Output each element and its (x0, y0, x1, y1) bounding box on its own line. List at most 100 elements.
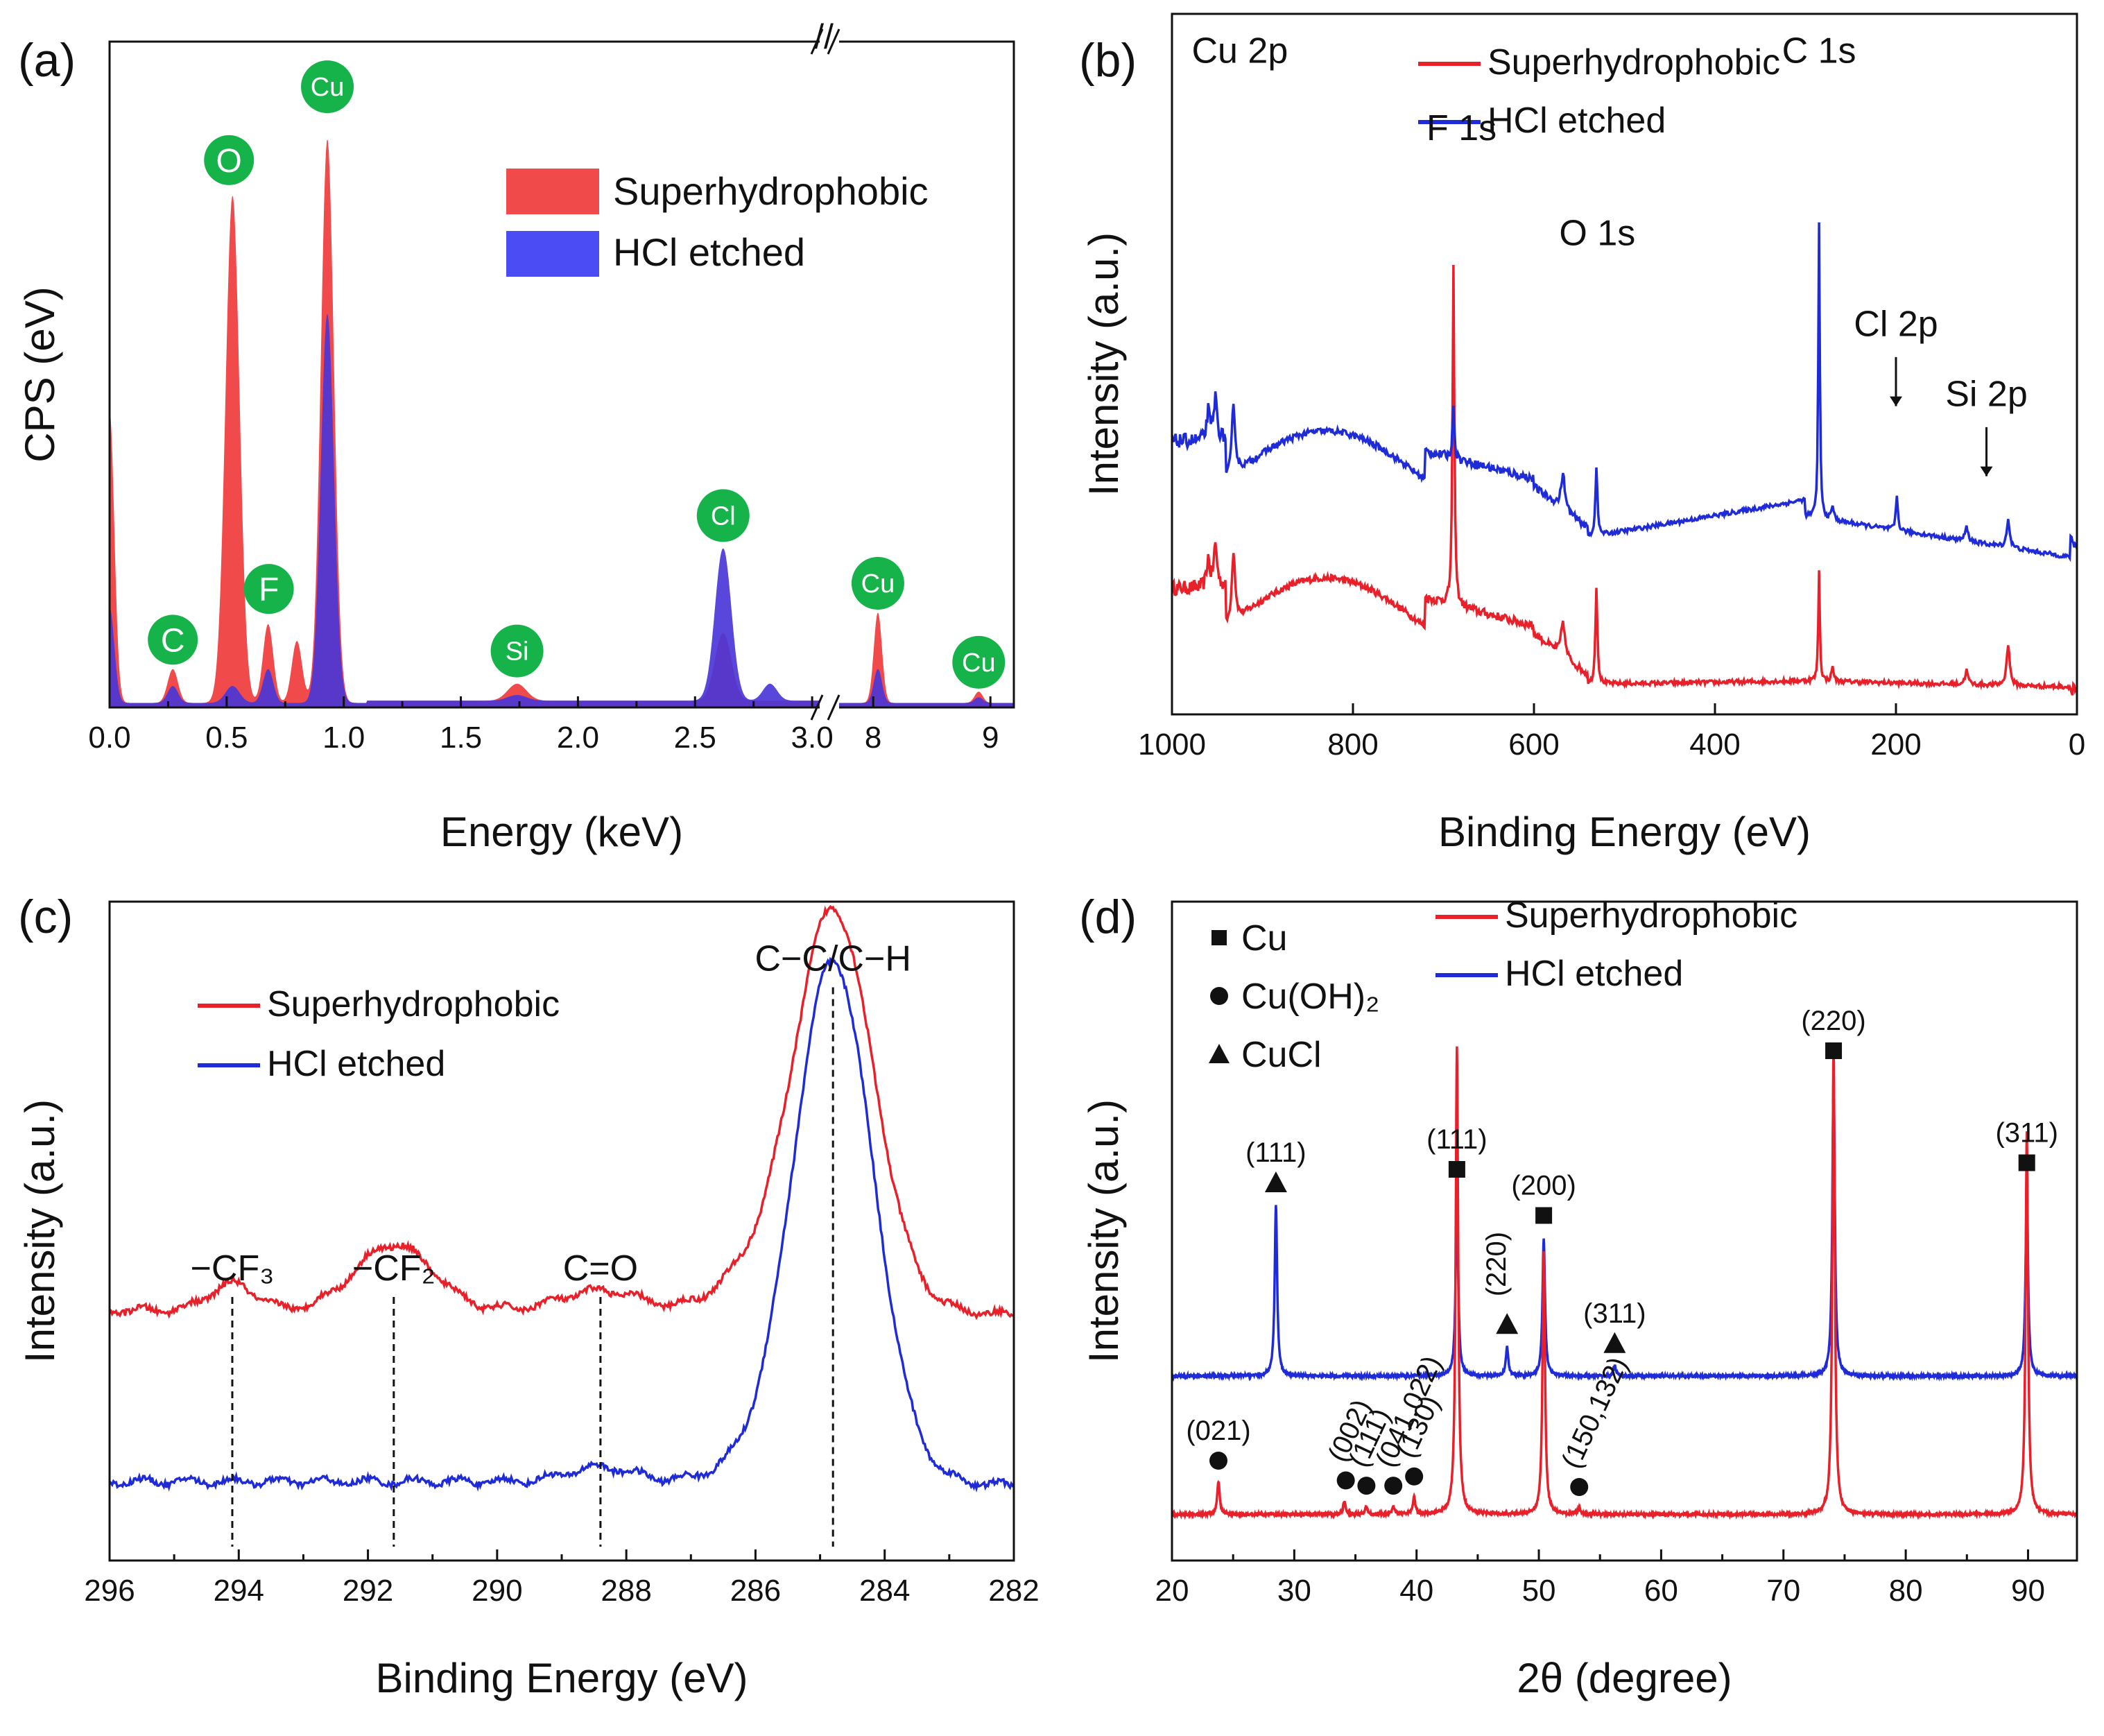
panel-b-peak-label-1: F 1s (1426, 108, 1497, 148)
axis-break-slash-1-top (810, 28, 824, 55)
blue-peak-label-0: (111) (1245, 1137, 1306, 1168)
panel-d-xtick-3-label: 50 (1522, 1574, 1556, 1608)
panel-b-peak-label-2: O 1s (1559, 213, 1635, 253)
panel-d-xtick-6-label: 80 (1889, 1574, 1923, 1608)
blue-peak-label-3: (200) (1511, 1171, 1576, 1201)
panel-a-xtick-1-label: 0.5 (205, 721, 248, 755)
blue-peak-label-5: (220) (1801, 1006, 1865, 1036)
panel-c-xtick-6-label: 284 (859, 1574, 910, 1608)
panel-d-legend-text-0: Superhydrophobic (1505, 895, 1797, 936)
panel-a-xtick-3-label: 1.5 (440, 721, 482, 755)
panel-a-xtick-6-label: 3.0 (791, 721, 834, 755)
panel-a-frame (108, 40, 1015, 709)
marker-legend-text-0: Cu (1241, 918, 1287, 959)
panel-b-arrow-head-1 (1980, 466, 1993, 476)
blue-peak-label-6: (311) (1995, 1118, 2058, 1149)
panel-a-xtick-right-1-label: 9 (982, 721, 999, 755)
element-badge-1 (204, 135, 255, 185)
panel-c-plot-area (110, 904, 1014, 1493)
element-badge-text-4: Si (506, 637, 529, 667)
panel-a-xtick-4-label: 2.0 (557, 721, 599, 755)
blue-peak-marker-1 (1448, 1161, 1465, 1178)
panel-c-xtick-3-label: 290 (472, 1574, 522, 1608)
panel-b-peak-label-5: Si 2p (1945, 375, 2028, 415)
element-badge-2 (243, 564, 294, 615)
axis-break-slash-1-bottom (810, 694, 824, 721)
blue-peak-label-1: (111) (1426, 1124, 1487, 1155)
panel-c-xtick-0-label: 296 (84, 1574, 135, 1608)
series-hcl-etched-line (1172, 1072, 2077, 1382)
panel-a-ylabel: CPS (eV) (17, 286, 63, 462)
element-badge-3 (301, 60, 354, 114)
red-peak-marker-0 (1209, 1452, 1228, 1470)
panel-d-plot-area (1172, 1046, 2077, 1520)
panel-c-xtick-4-label: 288 (601, 1574, 651, 1608)
blue-peak-marker-4 (1603, 1332, 1626, 1353)
axis-break-slash-2-top (827, 28, 840, 55)
reference-label-3: −CF₃ (191, 1248, 275, 1289)
panel-b-peak-label-4: Cl 2p (1854, 304, 1938, 345)
element-badge-text-2: F (259, 571, 279, 608)
panel-c-ylabel: Intensity (a.u.) (17, 1099, 63, 1363)
marker-legend-text-2: CuCl (1241, 1035, 1322, 1075)
legend-text-0: Superhydrophobic (613, 169, 929, 213)
element-badge-text-1: O (216, 143, 242, 180)
element-badge-text-3: Cu (311, 73, 345, 102)
red-peak-marker-3 (1384, 1477, 1403, 1495)
panel-b-peak-label-3: C 1s (1782, 31, 1856, 71)
panel-a-plot-area (110, 140, 1014, 707)
blue-peak-marker-3 (1535, 1207, 1553, 1224)
panel-b-legend-text-0: Superhydrophobic (1488, 42, 1780, 83)
panel-c-xtick-5-label: 286 (730, 1574, 781, 1608)
series-hcl-etched-line (1172, 222, 2077, 562)
element-badge-5 (696, 489, 750, 542)
axis-break-symbol: // (814, 17, 834, 56)
panel-b-xlabel: Binding Energy (eV) (1438, 809, 1811, 855)
red-peak-label-0: (021) (1186, 1416, 1250, 1446)
legend-text-1: HCl etched (613, 230, 805, 274)
element-badge-0 (148, 615, 198, 665)
reference-label-2: −CF₂ (352, 1248, 436, 1289)
panel-d-ylabel: Intensity (a.u.) (1080, 1099, 1127, 1363)
series-superhydrophobic-line (110, 904, 1014, 1321)
panel-a-eds: 0.0 0.5 1.0 1.5 2.0 2.5 3.0 8 9 Energy (keV) CPS (… (17, 17, 1015, 855)
element-badge-6 (851, 557, 904, 610)
panel-d-xtick-5-label: 70 (1766, 1574, 1800, 1608)
panel-d-label: (d) (1079, 891, 1137, 943)
panel-d-xtick-1-label: 30 (1277, 1574, 1311, 1608)
panel-b-label: (b) (1079, 34, 1137, 87)
blue-peak-marker-5 (1825, 1042, 1843, 1059)
panel-d-xtick-2-label: 40 (1399, 1574, 1433, 1608)
panel-a-xtick-right-0-label: 8 (865, 721, 881, 755)
marker-legend-text-1: Cu(OH)₂ (1241, 977, 1379, 1017)
panel-d-xtick-4-label: 60 (1644, 1574, 1678, 1608)
panel-b-xtick-0-label: 1000 (1138, 728, 1206, 762)
panel-c-xtick-2-label: 292 (343, 1574, 393, 1608)
blue-peak-marker-2 (1496, 1313, 1519, 1334)
panel-a-label: (a) (18, 34, 76, 87)
legend-swatch-0 (506, 169, 599, 214)
legend-swatch-1 (506, 231, 599, 277)
panel-c-legend-text-1: HCl etched (267, 1044, 445, 1084)
marker-legend-symbol-0 (1211, 930, 1227, 945)
panel-b-ylabel: Intensity (a.u.) (1080, 232, 1127, 496)
panel-d-xlabel: 2θ (degree) (1517, 1655, 1732, 1701)
red-peak-marker-4 (1405, 1467, 1424, 1486)
panel-a-xtick-0-label: 0.0 (88, 721, 130, 755)
panel-a-xlabel: Energy (keV) (440, 809, 683, 855)
series-superhydrophobic-line (1172, 264, 2077, 696)
reference-label-0: C−C/C−H (754, 939, 911, 979)
panel-c-xlabel: Binding Energy (eV) (376, 1655, 748, 1701)
panel-c-xtick-1-label: 294 (214, 1574, 264, 1608)
panel-c-label: (c) (18, 891, 73, 943)
red-peak-marker-1 (1336, 1471, 1355, 1490)
blue-peak-marker-6 (2018, 1154, 2035, 1171)
panel-b-xtick-2-label: 600 (1508, 728, 1559, 762)
panel-d-frame (1171, 900, 2078, 1562)
element-badge-4 (490, 624, 544, 678)
panel-b-xps-survey: 1000 800 600 400 200 0 Binding Energy (eV) Inte… (1079, 12, 2085, 855)
panel-b-frame (1171, 12, 2078, 716)
red-peak-marker-5 (1570, 1478, 1589, 1496)
